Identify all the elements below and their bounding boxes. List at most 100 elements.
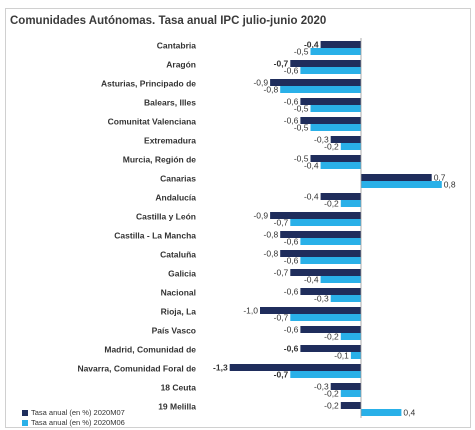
data-label-series-1: -0,4 — [304, 192, 319, 202]
chart-area — [5, 8, 471, 428]
bar-series-1 — [280, 250, 361, 257]
data-label-series-2: -0,2 — [324, 389, 339, 399]
data-label-series-1: -0,6 — [284, 116, 299, 126]
bar-series-1 — [300, 98, 361, 105]
legend-item-series-1: Tasa anual (en %) 2020M07 — [22, 408, 132, 418]
data-label-series-2: -0,2 — [324, 332, 339, 342]
bar-series-1 — [290, 60, 361, 67]
data-label-series-1: -0,5 — [294, 154, 309, 164]
data-label-series-1: -0,3 — [314, 135, 329, 145]
data-label-series-2: -0,5 — [294, 123, 309, 133]
bar-series-2 — [320, 276, 361, 283]
data-label-series-2: -0,7 — [274, 370, 289, 380]
bar-series-2 — [340, 143, 361, 150]
category-label: Extremadura — [144, 136, 196, 146]
data-label-series-1: -0,7 — [274, 268, 289, 278]
data-label-series-2: -0,2 — [324, 199, 339, 209]
bar-series-1 — [330, 136, 361, 143]
data-label-series-2: -0,4 — [304, 275, 319, 285]
bar-series-2 — [350, 352, 361, 359]
data-label-series-2: -0,7 — [274, 313, 289, 323]
bar-series-2 — [310, 124, 361, 131]
category-label: 19 Melilla — [158, 402, 196, 412]
bar-series-2 — [290, 219, 361, 226]
bar-series-2 — [340, 390, 361, 397]
bar-series-2 — [300, 67, 361, 74]
bar-series-2 — [320, 162, 361, 169]
data-label-series-2: -0,6 — [284, 256, 299, 266]
category-label: Balears, Illes — [144, 98, 196, 108]
bar-series-2 — [340, 333, 361, 340]
legend-swatch-series-1 — [22, 410, 28, 416]
category-label: Comunitat Valenciana — [108, 117, 197, 127]
data-label-series-2: -0,2 — [324, 142, 339, 152]
data-label-series-1: -0,9 — [253, 211, 268, 221]
bar-series-2 — [310, 105, 361, 112]
data-label-series-1: -0,6 — [284, 325, 299, 335]
data-label-series-1: -1,3 — [213, 363, 228, 373]
data-label-series-1: -1,0 — [243, 306, 258, 316]
bar-series-2 — [300, 238, 361, 245]
bar-series-2 — [300, 257, 361, 264]
data-label-series-2: -0,6 — [284, 66, 299, 76]
data-label-series-1: -0,9 — [253, 78, 268, 88]
legend-label-series-1: Tasa anual (en %) 2020M07 — [31, 408, 125, 417]
bar-series-2 — [361, 409, 402, 416]
bar-series-1 — [320, 193, 361, 200]
bar-series-1 — [300, 326, 361, 333]
category-label: 18 Ceuta — [161, 383, 197, 393]
category-label: Asturias, Principado de — [101, 79, 196, 89]
bar-series-1 — [229, 364, 361, 371]
data-label-series-1: -0,8 — [264, 230, 279, 240]
category-label: País Vasco — [152, 326, 196, 336]
category-label: Andalucía — [155, 193, 196, 203]
category-label: Canarias — [160, 174, 196, 184]
category-label: Castilla - La Mancha — [114, 231, 196, 241]
data-label-series-2: -0,6 — [284, 237, 299, 247]
bar-series-2 — [290, 314, 361, 321]
data-label-series-2: -0,5 — [294, 47, 309, 57]
category-label: Madrid, Comunidad de — [104, 345, 196, 355]
data-label-series-1: -0,3 — [314, 382, 329, 392]
bar-series-1 — [290, 269, 361, 276]
data-label-series-1: -0,6 — [284, 344, 299, 354]
data-label-series-2: -0,8 — [264, 85, 279, 95]
bar-series-1 — [260, 307, 361, 314]
data-label-series-1: -0,6 — [284, 97, 299, 107]
bar-series-1 — [270, 79, 361, 86]
category-label: Rioja, La — [161, 307, 197, 317]
data-label-series-2: -0,5 — [294, 104, 309, 114]
category-label: Aragón — [166, 60, 196, 70]
category-label: Murcia, Región de — [123, 155, 196, 165]
legend-swatch-series-2 — [22, 420, 28, 426]
bar-series-2 — [280, 86, 361, 93]
data-label-series-2: -0,1 — [334, 351, 349, 361]
bar-series-2 — [361, 181, 442, 188]
category-label: Cataluña — [160, 250, 196, 260]
data-label-series-1: -0,6 — [284, 287, 299, 297]
bar-series-1 — [300, 117, 361, 124]
category-label: Galicia — [168, 269, 196, 279]
category-label: Navarra, Comunidad Foral de — [77, 364, 196, 374]
bar-series-2 — [290, 371, 361, 378]
legend-item-series-2: Tasa anual (en %) 2020M06 — [22, 418, 132, 428]
bar-series-1 — [310, 155, 361, 162]
data-label-series-1: -0,7 — [274, 59, 289, 69]
bar-series-2 — [310, 48, 361, 55]
chart-legend: Tasa anual (en %) 2020M07 Tasa anual (en… — [22, 408, 132, 430]
bar-series-1 — [330, 383, 361, 390]
data-label-series-1: 0,7 — [434, 173, 446, 183]
category-label: Cantabria — [157, 41, 196, 51]
bar-series-1 — [280, 231, 361, 238]
data-label-series-2: -0,7 — [274, 218, 289, 228]
data-label-series-2: 0,4 — [403, 408, 415, 418]
bar-series-2 — [330, 295, 361, 302]
data-label-series-1: -0,8 — [264, 249, 279, 259]
data-label-series-1: -0,4 — [304, 40, 319, 50]
bar-series-1 — [340, 402, 361, 409]
data-label-series-1: -0,2 — [324, 401, 339, 411]
bar-series-1 — [300, 345, 361, 352]
bar-series-1 — [361, 174, 432, 181]
